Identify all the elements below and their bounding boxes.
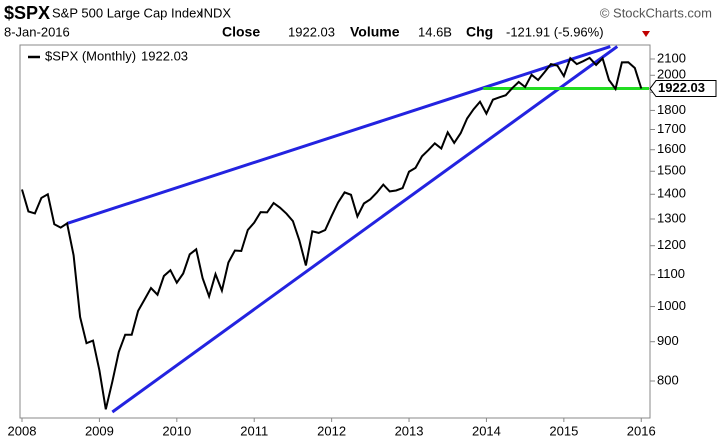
volume-label: Volume (350, 24, 400, 40)
trendline (111, 45, 619, 414)
y-tick-label: 800 (657, 372, 679, 387)
y-tick-label: 1200 (657, 237, 686, 252)
x-tick-label: 2016 (627, 423, 656, 438)
date: 8-Jan-2016 (4, 24, 70, 39)
y-tick-label: 1400 (657, 186, 686, 201)
x-tick-label: 2011 (240, 423, 268, 438)
chg: -121.91 (-5.96%) (506, 24, 604, 39)
x-tick-label: 2012 (317, 423, 346, 438)
y-tick-label: 2100 (657, 50, 686, 65)
symbol: $SPX (4, 3, 50, 23)
plot-frame (19, 44, 651, 419)
y-tick-label: 1300 (657, 210, 686, 225)
exchange: INDX (200, 5, 231, 20)
y-tick-label: 2000 (657, 67, 686, 82)
x-tick-label: 2009 (85, 423, 114, 438)
legend-value: 1922.03 (141, 48, 188, 63)
last-value-label: 1922.03 (658, 80, 705, 95)
x-tick-label: 2015 (549, 423, 578, 438)
close: 1922.03 (288, 24, 335, 39)
y-tick-label: 900 (657, 333, 679, 348)
y-tick-label: 1700 (657, 121, 686, 136)
price-line (21, 56, 643, 410)
y-tick-label: 1500 (657, 163, 686, 178)
trendline (66, 45, 611, 225)
x-tick-label: 2014 (472, 423, 501, 438)
chg-label: Chg (466, 24, 493, 40)
y-tick-label: 1000 (657, 298, 686, 313)
volume: 14.6B (418, 24, 452, 39)
y-tick-label: 1100 (657, 266, 685, 281)
last-value-tag (649, 80, 717, 98)
y-tick-label: 1800 (657, 102, 686, 117)
legend-label: $SPX (Monthly) (45, 48, 136, 63)
source: © StockCharts.com (600, 5, 712, 20)
x-tick-label: 2010 (162, 423, 191, 438)
index-name: S&P 500 Large Cap Index (52, 5, 203, 20)
x-tick-label: 2013 (395, 423, 424, 438)
y-tick-label: 1600 (657, 141, 686, 156)
down-arrow (642, 31, 650, 37)
x-tick-label: 2008 (8, 423, 37, 438)
close-label: Close (222, 24, 260, 40)
